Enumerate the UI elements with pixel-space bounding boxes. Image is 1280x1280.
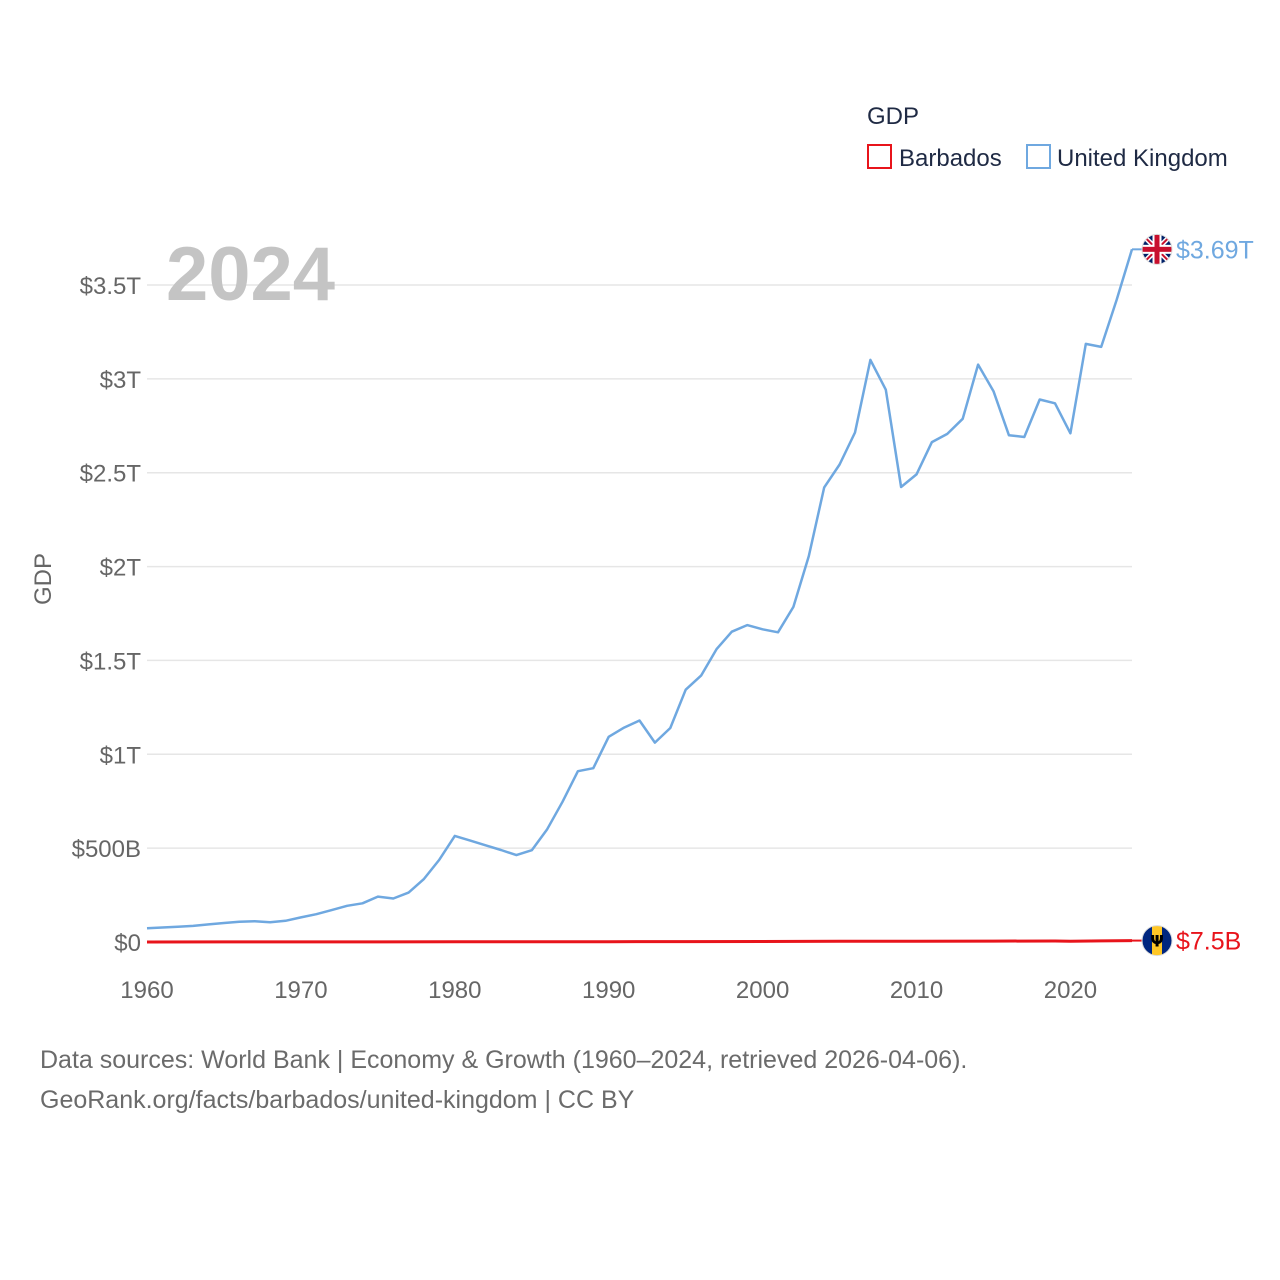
x-tick-label: 1960	[120, 977, 173, 1004]
y-tick-label: $1T	[100, 742, 142, 769]
x-axis-ticks: 1960 1970 1980 1990 2000 2010 2020	[120, 977, 1097, 1004]
source-line-1: Data sources: World Bank | Economy & Gro…	[40, 1046, 968, 1074]
end-markers: Ψ $7.5B $3.69T	[1132, 233, 1254, 957]
legend: GDP Barbados United Kingdom	[867, 103, 1228, 172]
svg-text:Ψ: Ψ	[1150, 932, 1164, 951]
x-tick-label: 1970	[274, 977, 327, 1004]
end-label-barbados: $7.5B	[1176, 928, 1241, 956]
y-tick-label: $500B	[72, 836, 141, 863]
legend-label-united-kingdom[interactable]: United Kingdom	[1057, 145, 1228, 172]
end-label-united-kingdom: $3.69T	[1176, 236, 1254, 264]
legend-label-barbados[interactable]: Barbados	[899, 145, 1002, 172]
legend-swatch-barbados[interactable]	[867, 144, 892, 169]
source-line-2: GeoRank.org/facts/barbados/united-kingdo…	[40, 1086, 635, 1114]
y-tick-label: $2.5T	[80, 461, 142, 488]
y-tick-label: $0	[114, 930, 141, 957]
gridlines	[147, 284, 1132, 849]
series-lines	[146, 248, 1134, 944]
y-tick-label: $3.5T	[80, 273, 142, 300]
legend-swatch-united-kingdom[interactable]	[1026, 144, 1051, 169]
barbados-flag: Ψ	[1141, 925, 1173, 957]
x-tick-label: 2020	[1044, 977, 1097, 1004]
x-tick-label: 1980	[428, 977, 481, 1004]
y-axis-title: GDP	[30, 553, 57, 605]
x-tick-label: 2010	[890, 977, 943, 1004]
y-axis-ticks: $0 $500B $1T $1.5T $2T $2.5T $3T $3.5T	[72, 273, 142, 957]
series-line-barbados[interactable]	[146, 939, 1133, 944]
y-tick-label: $2T	[100, 555, 142, 582]
series-line-united-kingdom[interactable]	[146, 248, 1134, 930]
legend-title: GDP	[867, 103, 919, 130]
y-tick-label: $3T	[100, 367, 142, 394]
united-kingdom-flag	[1141, 233, 1173, 265]
x-tick-label: 1990	[582, 977, 635, 1004]
year-label: 2024	[166, 232, 335, 317]
y-tick-label: $1.5T	[80, 648, 142, 675]
x-tick-label: 2000	[736, 977, 789, 1004]
